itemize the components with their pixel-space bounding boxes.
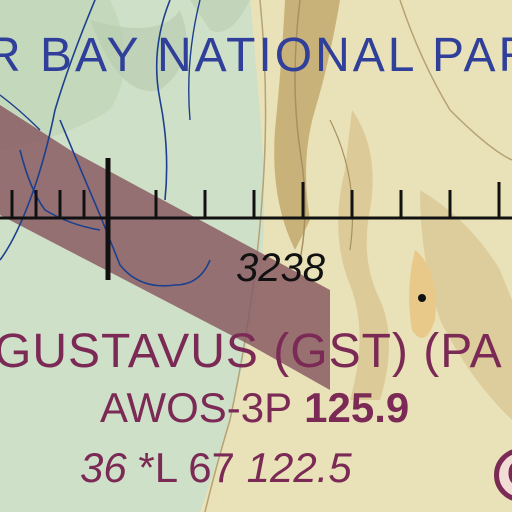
runway-length: 67 — [188, 444, 235, 491]
awos-info: AWOS-3P 125.9 — [100, 384, 409, 432]
distance-scale — [0, 158, 512, 280]
spot-elevation-dot — [418, 294, 426, 302]
ridge-terrain — [420, 190, 512, 420]
awos-type: AWOS-3P — [100, 384, 293, 431]
restricted-area-band — [0, 105, 330, 390]
river — [188, 0, 201, 121]
awos-frequency: 125.9 — [304, 384, 410, 431]
ctaf-frequency: 122.5 — [246, 444, 352, 491]
low-terrain — [190, 0, 250, 32]
contour-line — [399, 0, 512, 161]
low-terrain — [0, 0, 125, 150]
river — [155, 0, 171, 201]
river — [59, 119, 211, 287]
river — [19, 149, 101, 231]
lighting-code: *L — [138, 444, 177, 491]
ridge-terrain — [338, 110, 389, 400]
peak-terrain — [409, 250, 436, 338]
contour-line — [329, 119, 354, 251]
spot-elevation-label: 3238 — [236, 246, 325, 290]
river — [0, 94, 41, 131]
river — [0, 0, 96, 261]
ctaf-symbol: C — [507, 453, 512, 495]
park-label: R BAY NATIONAL PAR — [0, 29, 512, 82]
ridge-terrain — [274, 0, 340, 250]
low-terrain — [90, 10, 187, 92]
field-elevation: 36 — [80, 444, 127, 491]
airport-data-line: 36 *L 67 122.5 — [80, 444, 352, 492]
contour-line — [294, 0, 306, 261]
airport-name: GUSTAVUS (GST) (PA — [0, 325, 503, 378]
